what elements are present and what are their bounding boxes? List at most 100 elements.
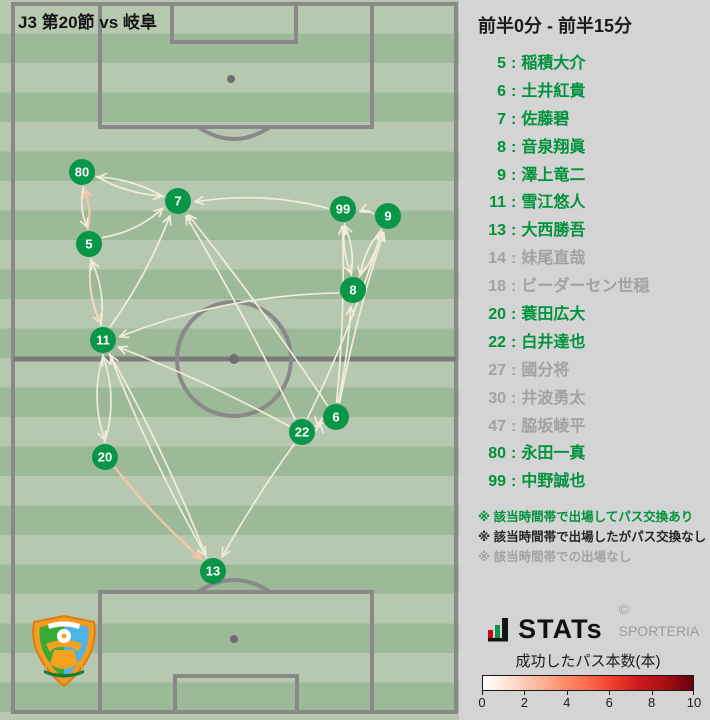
club-crest-logo (32, 614, 96, 688)
separator: : (511, 166, 517, 184)
pass-arrow-11-to-13 (108, 352, 207, 557)
player-name: 音泉翔眞 (521, 138, 586, 156)
roster-player-18: 18: ビーダーセン世穏 (478, 273, 649, 301)
player-number: 5 (497, 55, 506, 72)
player-name: ビーダーセン世穏 (521, 278, 650, 296)
roster-player-47: 47: 脇坂崚平 (478, 413, 649, 441)
pass-arrowhead (358, 204, 370, 214)
copyright-text: © SPORTERIA (618, 601, 700, 639)
player-node-circle (76, 231, 102, 257)
colorbar-tick-label: 8 (647, 695, 656, 710)
pass-arrow-6-to-7 (187, 213, 328, 406)
pass-arrow-11-to-7 (109, 215, 171, 328)
pass-arrow-13-to-11 (109, 354, 208, 559)
center-spot (229, 354, 239, 364)
pass-arrow-22-to-11 (117, 346, 290, 427)
colorbar-tick-mark (566, 691, 568, 695)
colorbar-gradient (482, 675, 694, 691)
pass-arrowhead (345, 306, 356, 316)
pass-arrow-8-to-9 (358, 230, 382, 278)
pass-arrowhead (343, 225, 353, 236)
player-number: 27 (488, 361, 506, 379)
pass-arrow-11-to-20 (96, 354, 106, 441)
player-number: 11 (489, 194, 506, 212)
colorbar-tick-label: 4 (563, 695, 571, 710)
player-name: 白井達也 (521, 333, 586, 351)
player-number: 30 (488, 389, 506, 407)
pass-arrow-6-to-8 (337, 306, 352, 403)
player-node-circle (92, 444, 118, 470)
colorbar-tick-mark (524, 691, 526, 695)
player-node-number: 11 (96, 333, 110, 348)
separator: : (511, 222, 517, 240)
player-name: 永田一真 (521, 445, 586, 463)
player-number: 8 (497, 138, 506, 156)
penalty-arc-bottom (196, 578, 272, 594)
colorbar-tick-mark (651, 691, 653, 695)
colorbar-tick-label: 2 (520, 695, 529, 710)
colorbar-tick-mark (482, 691, 483, 695)
roster-player-9: 9: 澤上竜二 (478, 162, 649, 190)
legend-notes: ※ 該当時間帯で出場してパス交換あり ※ 該当時間帯で出場したがパス交換なし ※ 該… (478, 507, 706, 567)
pass-arrow-7-to-80 (97, 176, 165, 198)
player-number: 7 (497, 110, 506, 128)
player-name: 蓑田広大 (521, 306, 586, 324)
separator: : (511, 250, 517, 268)
roster-player-20: 20: 蓑田広大 (478, 301, 649, 329)
separator: : (511, 361, 517, 379)
roster-player-80: 80: 永田一真 (478, 440, 649, 468)
pass-arrowhead (79, 217, 89, 228)
player-node-99: 99 (330, 196, 356, 222)
player-node-number: 20 (98, 450, 112, 465)
player-node-22: 22 (289, 419, 315, 445)
player-node-circle (323, 404, 349, 430)
pass-arrow-80-to-5 (80, 186, 89, 228)
roster-player-8: 8: 音泉翔眞 (478, 134, 649, 162)
player-node-circle (165, 188, 191, 214)
player-node-13: 13 (200, 558, 226, 584)
pass-arrow-20-to-11 (102, 356, 112, 443)
roster-player-11: 11: 雪江悠人 (478, 189, 649, 217)
roster-player-13: 13: 大西勝吾 (478, 217, 649, 245)
pass-arrows (79, 172, 386, 560)
player-name: 國分将 (521, 361, 570, 379)
pass-arrow-20-to-13 (114, 466, 203, 560)
player-name: 佐藤碧 (521, 110, 570, 128)
player-name: 澤上竜二 (521, 166, 586, 184)
match-title: J3 第20節 vs 岐阜 (18, 13, 157, 32)
player-name: 大西勝吾 (521, 222, 586, 240)
player-node-circle (200, 558, 226, 584)
player-node-number: 6 (332, 410, 339, 425)
pass-arrow-5-to-80 (82, 187, 91, 231)
player-number: 18 (488, 278, 506, 296)
player-node-9: 9 (375, 203, 401, 229)
roster-player-30: 30: 井波勇太 (478, 385, 649, 413)
colorbar-tick-mark (693, 691, 694, 695)
separator: : (511, 417, 517, 435)
player-node-circle (375, 203, 401, 229)
pass-count-colorbar: 成功したパス本数(本) 0 2 4 6 8 10 (478, 650, 701, 711)
player-node-5: 5 (76, 231, 102, 257)
pass-arrow-22-to-7 (185, 215, 296, 420)
player-node-11: 11 (90, 327, 116, 353)
colorbar-tick-mark (609, 691, 611, 695)
separator: : (511, 55, 517, 72)
pitch-markings (11, 2, 458, 714)
penalty-arc-top (196, 125, 272, 141)
penalty-spot-bottom (230, 635, 238, 643)
legend-note-3: ※ 該当時間帯での出場なし (478, 550, 632, 564)
player-number: 99 (488, 473, 506, 491)
pass-arrow-99-to-7 (194, 196, 329, 210)
separator: : (511, 473, 517, 491)
separator: : (511, 138, 517, 156)
colorbar-tick-label: 10 (686, 695, 702, 710)
pass-arrow-22-to-13 (221, 443, 295, 558)
legend-note-1: ※ 該当時間帯で出場してパス交換あり (478, 510, 694, 524)
pass-arrowhead (97, 172, 108, 183)
pass-arrowhead (374, 230, 385, 241)
pass-arrowhead (314, 415, 324, 426)
player-number: 13 (488, 222, 506, 240)
pass-arrow-8-to-11 (118, 292, 340, 338)
side-panel: 前半0分 - 前半15分 5: 稲積大介 6: 土井紅貴 7: 佐藤碧 8: 音泉翔眞 9: 澤上… (459, 0, 710, 720)
player-node-number: 22 (295, 425, 309, 440)
